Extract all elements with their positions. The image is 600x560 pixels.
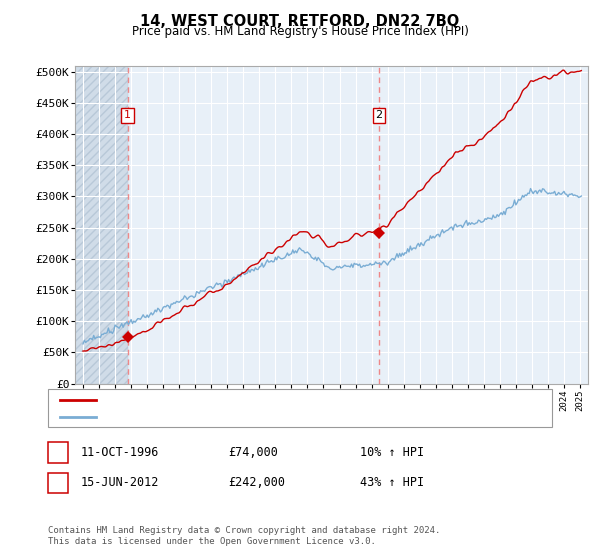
Text: 15-JUN-2012: 15-JUN-2012	[81, 476, 160, 489]
Text: 10% ↑ HPI: 10% ↑ HPI	[360, 446, 424, 459]
Text: 14, WEST COURT, RETFORD, DN22 7BQ (detached house): 14, WEST COURT, RETFORD, DN22 7BQ (detac…	[105, 395, 418, 405]
Text: Price paid vs. HM Land Registry's House Price Index (HPI): Price paid vs. HM Land Registry's House …	[131, 25, 469, 38]
Text: £242,000: £242,000	[228, 476, 285, 489]
Text: 14, WEST COURT, RETFORD, DN22 7BQ: 14, WEST COURT, RETFORD, DN22 7BQ	[140, 14, 460, 29]
Text: HPI: Average price, detached house, Bassetlaw: HPI: Average price, detached house, Bass…	[105, 412, 386, 422]
Text: 43% ↑ HPI: 43% ↑ HPI	[360, 476, 424, 489]
Text: 1: 1	[124, 110, 131, 120]
Text: £74,000: £74,000	[228, 446, 278, 459]
Text: 2: 2	[55, 476, 61, 489]
Text: 11-OCT-1996: 11-OCT-1996	[81, 446, 160, 459]
Text: Contains HM Land Registry data © Crown copyright and database right 2024.
This d: Contains HM Land Registry data © Crown c…	[48, 526, 440, 546]
Text: 1: 1	[55, 446, 61, 459]
Text: 2: 2	[376, 110, 383, 120]
